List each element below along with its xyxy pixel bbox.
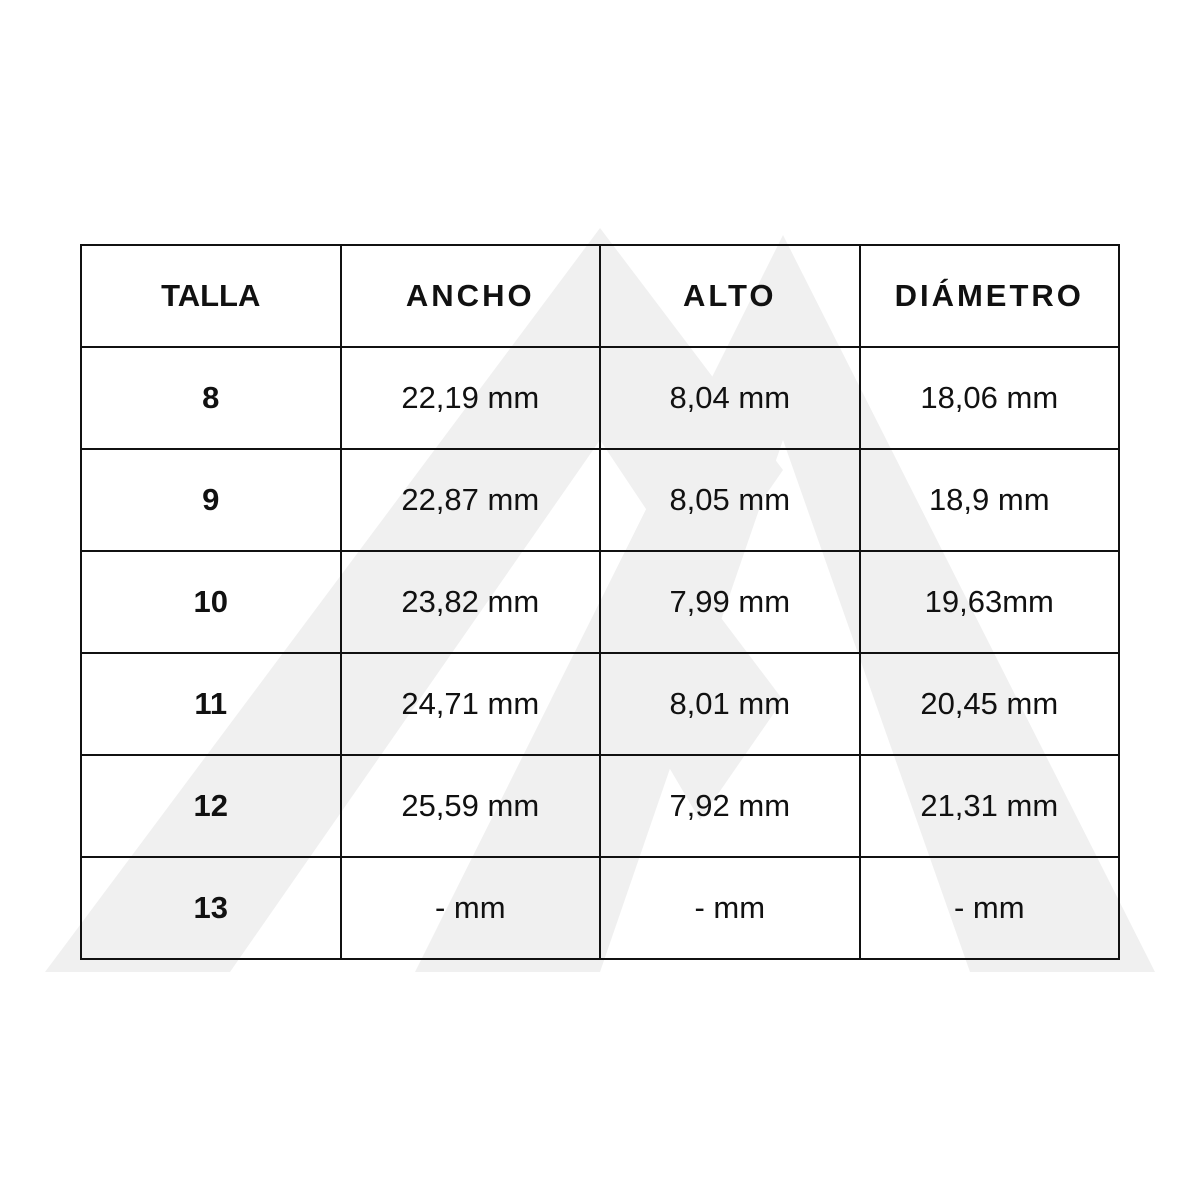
cell-alto: 8,01 mm [599, 652, 861, 756]
cell-size: 9 [80, 448, 342, 552]
cell-ancho: 22,87 mm [339, 448, 601, 552]
cell-alto: - mm [599, 856, 861, 960]
header-alto: ALTO [599, 244, 861, 348]
cell-size: 10 [80, 550, 342, 654]
cell-diametro: 20,45 mm [858, 652, 1120, 756]
cell-diametro: 21,31 mm [858, 754, 1120, 858]
cell-ancho: 23,82 mm [339, 550, 601, 654]
cell-alto: 8,04 mm [599, 346, 861, 450]
cell-ancho: 25,59 mm [339, 754, 601, 858]
cell-ancho: 24,71 mm [339, 652, 601, 756]
cell-diametro: - mm [858, 856, 1120, 960]
header-ancho: ANCHO [339, 244, 601, 348]
cell-size: 13 [80, 856, 342, 960]
table-row: 13- mm - mm - mm [80, 856, 1120, 960]
cell-size: 12 [80, 754, 342, 858]
table-row: 12 25,59 mm 7,92 mm 21,31 mm [80, 754, 1120, 858]
header-talla: TALLA [80, 244, 342, 348]
table-row: 8 22,19 mm 8,04 mm 18,06 mm [80, 346, 1120, 450]
cell-diametro: 18,9 mm [858, 448, 1120, 552]
cell-diametro: 18,06 mm [858, 346, 1120, 450]
table-row: 11 24,71 mm 8,01 mm 20,45 mm [80, 652, 1120, 756]
cell-ancho: 22,19 mm [339, 346, 601, 450]
header-row: TALLA ANCHO ALTO DIÁMETRO [80, 244, 1120, 348]
table-row: 10 23,82 mm 7,99 mm 19,63mm [80, 550, 1120, 654]
cell-ancho: - mm [339, 856, 601, 960]
cell-alto: 7,99 mm [599, 550, 861, 654]
cell-size: 8 [80, 346, 342, 450]
cell-diametro: 19,63mm [858, 550, 1120, 654]
cell-alto: 8,05 mm [599, 448, 861, 552]
cell-alto: 7,92 mm [599, 754, 861, 858]
size-table: TALLA ANCHO ALTO DIÁMETRO 8 22,19 mm 8,04 … [80, 244, 1120, 960]
cell-size: 11 [80, 652, 342, 756]
header-diametro: DIÁMETRO [858, 244, 1120, 348]
table-row: 9 22,87 mm 8,05 mm 18,9 mm [80, 448, 1120, 552]
